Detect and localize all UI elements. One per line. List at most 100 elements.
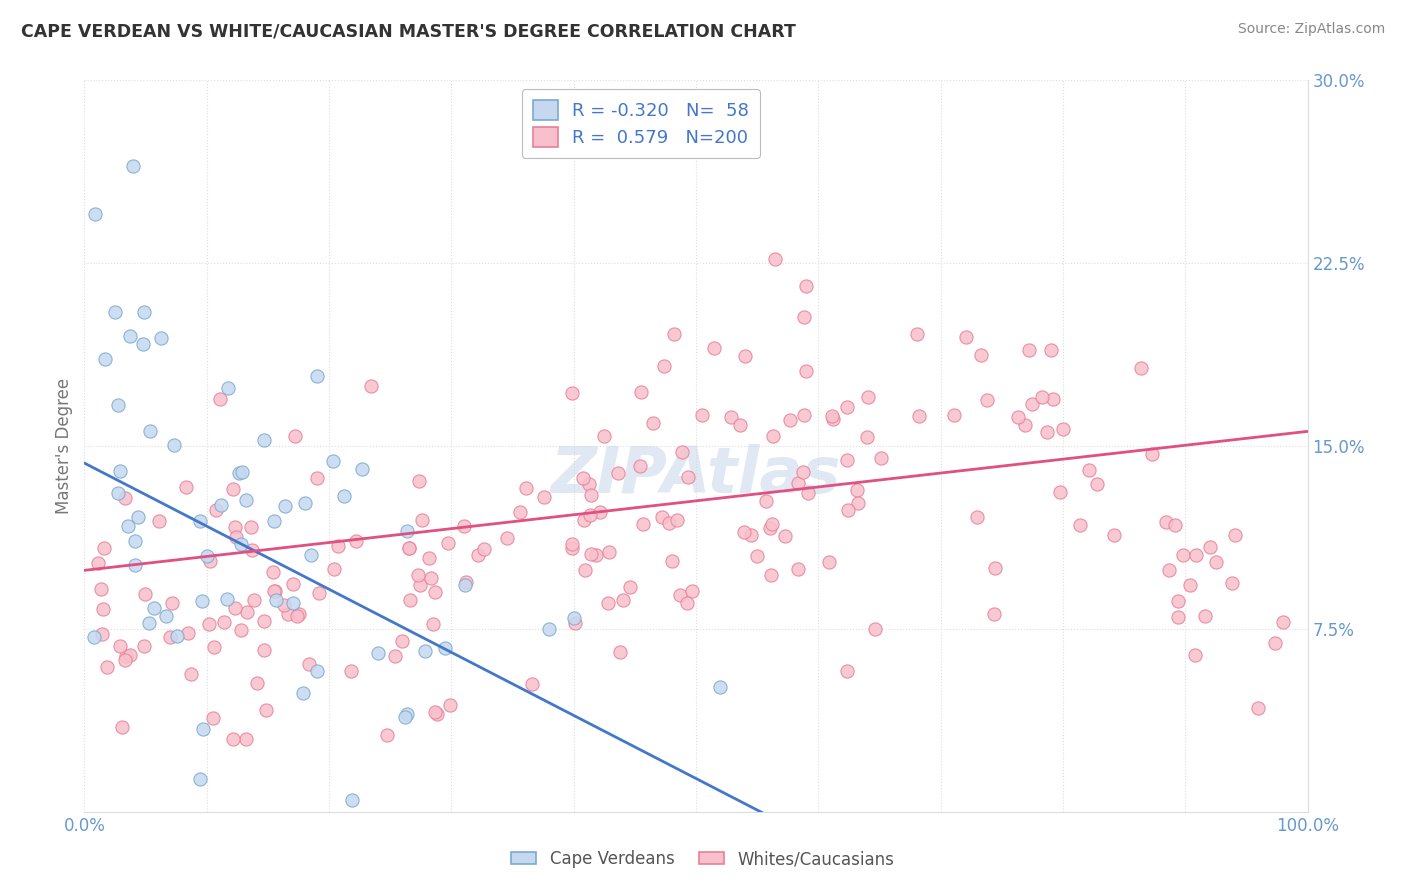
- Point: [454, 578, 477, 592]
- Point: [394, 710, 416, 724]
- Point: [1031, 390, 1053, 404]
- Point: [222, 731, 245, 746]
- Point: [367, 646, 389, 660]
- Point: [195, 549, 218, 563]
- Point: [1007, 409, 1029, 424]
- Point: [1102, 527, 1125, 541]
- Point: [264, 593, 287, 607]
- Point: [578, 476, 600, 491]
- Point: [322, 454, 344, 468]
- Point: [253, 434, 276, 448]
- Point: [217, 381, 239, 395]
- Point: [423, 705, 446, 719]
- Point: [1184, 548, 1206, 562]
- Point: [1078, 463, 1101, 477]
- Point: [398, 541, 420, 555]
- Point: [418, 551, 440, 566]
- Point: [408, 474, 430, 488]
- Point: [467, 548, 489, 562]
- Point: [855, 430, 877, 444]
- Point: [299, 548, 322, 562]
- Point: [579, 488, 602, 502]
- Point: [191, 722, 214, 736]
- Point: [160, 596, 183, 610]
- Point: [561, 541, 583, 555]
- Point: [411, 513, 433, 527]
- Point: [1178, 578, 1201, 592]
- Point: [108, 464, 131, 478]
- Point: [870, 450, 893, 465]
- Point: [159, 630, 181, 644]
- Point: [728, 417, 751, 432]
- Point: [676, 470, 699, 484]
- Point: [579, 547, 602, 561]
- Point: [281, 596, 304, 610]
- Point: [585, 548, 607, 562]
- Point: [398, 541, 420, 555]
- Point: [298, 657, 321, 672]
- Point: [426, 706, 449, 721]
- Point: [305, 471, 328, 485]
- Point: [759, 521, 782, 535]
- Point: [277, 607, 299, 621]
- Point: [242, 593, 264, 607]
- Point: [984, 560, 1007, 574]
- Point: [134, 587, 156, 601]
- Point: [139, 424, 162, 438]
- Point: [188, 514, 211, 528]
- Point: [375, 728, 398, 742]
- Point: [779, 413, 801, 427]
- Point: [150, 331, 173, 345]
- Point: [1052, 422, 1074, 436]
- Point: [676, 596, 699, 610]
- Point: [162, 438, 184, 452]
- Point: [1223, 528, 1246, 542]
- Point: [1021, 396, 1043, 410]
- Point: [273, 598, 295, 612]
- Point: [1194, 608, 1216, 623]
- Point: [263, 584, 285, 599]
- Point: [246, 675, 269, 690]
- Point: [761, 517, 783, 532]
- Point: [745, 549, 768, 563]
- Point: [652, 359, 675, 373]
- Point: [224, 600, 246, 615]
- Point: [176, 480, 198, 494]
- Point: [734, 350, 756, 364]
- Point: [709, 680, 731, 694]
- Point: [533, 490, 555, 504]
- Legend: R = -0.320   N=  58, R =  0.579   N=200: R = -0.320 N= 58, R = 0.579 N=200: [522, 89, 761, 158]
- Point: [1129, 361, 1152, 376]
- Point: [856, 391, 879, 405]
- Point: [588, 505, 610, 519]
- Point: [190, 594, 212, 608]
- Point: [399, 592, 422, 607]
- Point: [155, 608, 177, 623]
- Point: [235, 493, 257, 508]
- Point: [340, 665, 363, 679]
- Point: [406, 568, 429, 582]
- Point: [240, 542, 263, 557]
- Point: [538, 622, 561, 636]
- Point: [837, 452, 859, 467]
- Point: [1140, 447, 1163, 461]
- Point: [352, 461, 374, 475]
- Point: [229, 537, 252, 551]
- Point: [117, 519, 139, 533]
- Point: [91, 602, 114, 616]
- Point: [333, 489, 356, 503]
- Point: [561, 537, 583, 551]
- Point: [612, 592, 634, 607]
- Point: [83, 207, 105, 221]
- Point: [292, 686, 315, 700]
- Point: [143, 601, 166, 615]
- Point: [124, 558, 146, 572]
- Point: [641, 416, 664, 430]
- Point: [235, 605, 257, 619]
- Point: [395, 524, 418, 538]
- Point: [114, 652, 136, 666]
- Point: [658, 516, 681, 530]
- Point: [114, 649, 136, 664]
- Point: [273, 499, 295, 513]
- Point: [307, 664, 329, 678]
